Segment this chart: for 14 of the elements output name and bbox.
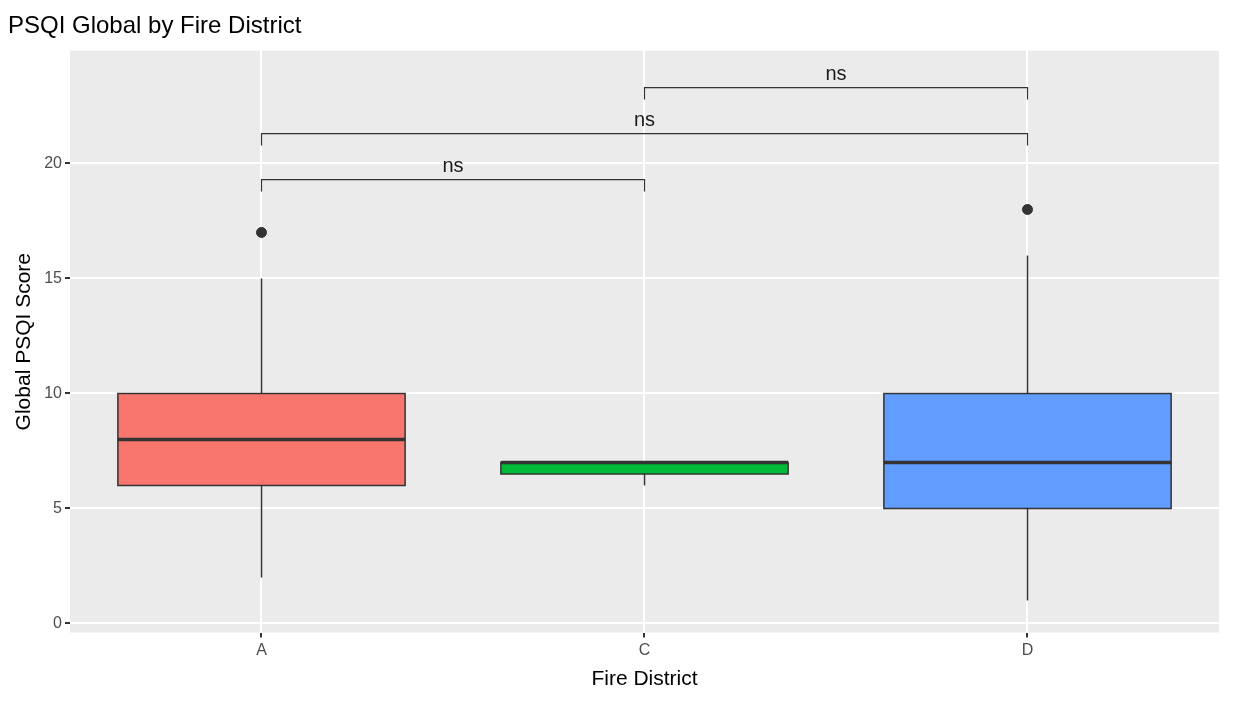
y-tick-label: 20 — [44, 153, 63, 171]
y-tick-label: 15 — [44, 268, 63, 286]
annotation: ns — [825, 62, 847, 85]
x-tick-label: A — [256, 640, 268, 658]
y-tick-label: 5 — [53, 498, 63, 516]
chart-title: PSQI Global by Fire District — [8, 11, 302, 39]
y-axis-title: Global PSQI Score — [11, 252, 35, 431]
annotation: ns — [442, 154, 464, 177]
y-tick-label: 0 — [53, 613, 63, 631]
x-tick-label: D — [1021, 640, 1034, 658]
x-axis-title: Fire District — [591, 666, 698, 690]
annotation: ns — [633, 108, 656, 131]
x-tick-label: C — [638, 640, 651, 658]
y-tick-label: 10 — [44, 383, 63, 401]
